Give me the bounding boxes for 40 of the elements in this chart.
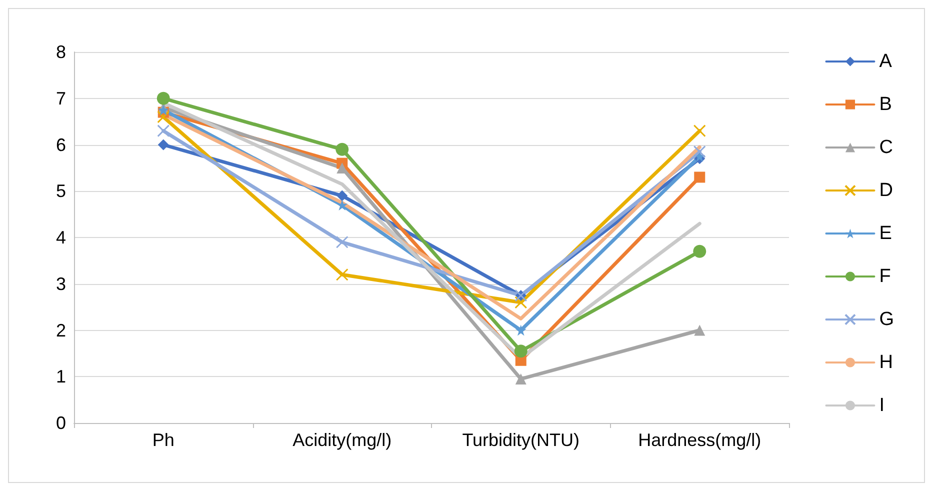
y-tick-label: 6 xyxy=(56,134,66,155)
point xyxy=(336,190,348,202)
y-tick-label: 8 xyxy=(56,42,66,62)
x-tick-label: Turbidity(NTU) xyxy=(462,430,580,450)
point xyxy=(336,200,348,211)
point xyxy=(693,145,706,158)
point xyxy=(694,324,706,336)
legend-label: D xyxy=(879,180,893,201)
point xyxy=(515,373,526,384)
y-tick-label: 7 xyxy=(56,88,66,108)
point xyxy=(693,244,706,258)
legend-label: C xyxy=(879,137,893,158)
point xyxy=(514,344,528,358)
legend-label: A xyxy=(879,51,892,72)
y-tick-label: 0 xyxy=(56,413,66,433)
legend-label: I xyxy=(879,395,884,416)
point xyxy=(336,142,349,156)
point xyxy=(515,324,526,336)
point xyxy=(158,139,169,150)
point xyxy=(156,92,170,105)
point xyxy=(336,268,348,281)
x-tick-label: Ph xyxy=(152,430,174,450)
legend-label: F xyxy=(879,266,891,287)
y-tick-label: 3 xyxy=(56,274,66,294)
x-tick-label: Hardness(mg/l) xyxy=(638,430,762,450)
point xyxy=(693,124,706,138)
legend-label: G xyxy=(879,309,894,330)
legend-label: B xyxy=(879,94,892,115)
point xyxy=(514,296,528,309)
point xyxy=(157,124,170,138)
y-tick-label: 4 xyxy=(56,228,66,248)
x-tick-label: Acidity(mg/l) xyxy=(292,430,392,450)
point xyxy=(694,172,706,183)
y-tick-label: 1 xyxy=(56,366,66,387)
point xyxy=(157,110,170,124)
legend-label: E xyxy=(879,223,892,244)
y-tick-label: 5 xyxy=(56,181,66,202)
point xyxy=(336,236,348,248)
y-tick-label: 2 xyxy=(56,320,66,340)
legend-label: H xyxy=(879,352,893,373)
